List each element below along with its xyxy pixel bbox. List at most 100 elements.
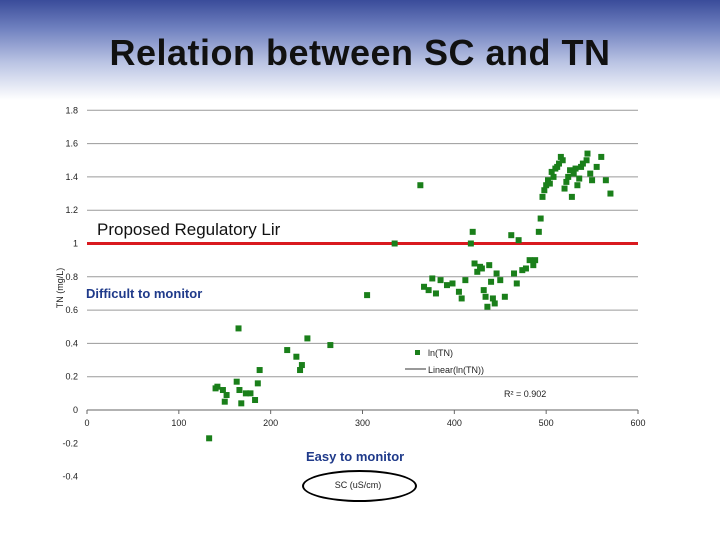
data-point <box>598 153 605 160</box>
data-point <box>233 378 240 385</box>
data-point <box>471 260 478 267</box>
data-point <box>429 275 436 282</box>
data-point <box>467 240 474 247</box>
y-tick-label: 0.2 <box>65 372 78 382</box>
data-point <box>576 175 583 182</box>
data-point <box>537 215 544 222</box>
data-point <box>554 163 561 170</box>
data-point <box>297 367 304 374</box>
data-point <box>455 288 462 295</box>
x-axis-label-highlight <box>302 470 417 502</box>
data-point <box>567 167 574 174</box>
data-point <box>254 380 261 387</box>
x-tick-label: 300 <box>355 418 370 428</box>
data-point <box>563 178 570 185</box>
data-point <box>469 228 476 235</box>
data-point <box>587 170 594 177</box>
data-point <box>526 257 533 264</box>
data-point <box>219 387 226 394</box>
data-point <box>593 163 600 170</box>
data-point <box>458 295 465 302</box>
data-point <box>327 342 334 349</box>
x-tick-label: 400 <box>447 418 462 428</box>
data-point <box>486 262 493 269</box>
data-point <box>298 362 305 369</box>
point-layer <box>206 150 614 442</box>
data-point <box>236 387 243 394</box>
y-tick-label: 0.8 <box>65 272 78 282</box>
data-point <box>550 173 557 180</box>
data-point <box>519 267 526 274</box>
data-point <box>568 193 575 200</box>
data-point <box>535 228 542 235</box>
data-point <box>561 185 568 192</box>
data-point <box>513 280 520 287</box>
regulatory-limit-label: Proposed Regulatory Lir <box>97 220 281 239</box>
data-point <box>284 347 291 354</box>
x-tick-label: 200 <box>263 418 278 428</box>
data-point <box>437 277 444 284</box>
data-point <box>484 303 491 310</box>
data-point <box>252 397 259 404</box>
data-point <box>474 268 481 275</box>
data-point <box>501 293 508 300</box>
data-point <box>584 150 591 157</box>
data-point <box>497 277 504 284</box>
data-point <box>557 153 564 160</box>
grid-layer <box>87 109 638 411</box>
data-point <box>572 165 579 172</box>
y-tick-label: 0.6 <box>65 305 78 315</box>
data-point <box>417 182 424 189</box>
data-point <box>364 292 371 299</box>
data-point <box>565 173 572 180</box>
data-point <box>493 270 500 277</box>
x-tick-label: 600 <box>630 418 645 428</box>
r-squared-label: R² = 0.902 <box>504 389 546 399</box>
data-point <box>293 353 300 360</box>
data-point <box>574 182 581 189</box>
data-point <box>480 287 487 294</box>
page-title: Relation between SC and TN <box>109 32 611 73</box>
data-point <box>532 257 539 264</box>
y-tick-label: 1.4 <box>65 172 78 182</box>
difficult-to-monitor-label: Difficult to monitor <box>86 286 203 301</box>
data-point <box>511 270 518 277</box>
y-tick-label: -0.2 <box>62 438 78 448</box>
easy-to-monitor-label: Easy to monitor <box>306 449 405 464</box>
data-point <box>515 237 522 244</box>
legend-marker <box>415 350 420 355</box>
data-point <box>508 232 515 239</box>
y-axis-label: TN (mg/L) <box>55 268 65 309</box>
y-tick-label: 0.4 <box>65 338 78 348</box>
y-tick-label: 1.6 <box>65 139 78 149</box>
data-point <box>548 168 555 175</box>
legend-layer: ln(TN) Linear(ln(TN)) R² = 0.902 <box>405 348 546 399</box>
data-point <box>223 392 230 399</box>
data-point <box>559 157 566 164</box>
data-point <box>247 390 254 397</box>
data-point <box>589 177 596 184</box>
data-point <box>256 367 263 374</box>
data-point <box>522 265 529 272</box>
data-point <box>579 160 586 167</box>
data-point <box>391 240 398 247</box>
data-point <box>425 287 432 294</box>
data-point <box>570 170 577 177</box>
data-point <box>545 177 552 184</box>
data-point <box>235 325 242 332</box>
x-tick-label: 500 <box>539 418 554 428</box>
data-point <box>304 335 311 342</box>
data-point <box>489 295 496 302</box>
data-point <box>206 435 213 442</box>
data-point <box>541 187 548 194</box>
y-tick-label: 0 <box>73 405 78 415</box>
data-point <box>556 160 563 167</box>
y-tick-label: 1.8 <box>65 105 78 115</box>
y-tick-label: 1.2 <box>65 205 78 215</box>
data-point <box>491 300 498 307</box>
data-point <box>578 163 585 170</box>
data-point <box>583 157 590 164</box>
data-point <box>242 390 249 397</box>
data-point <box>607 190 614 197</box>
